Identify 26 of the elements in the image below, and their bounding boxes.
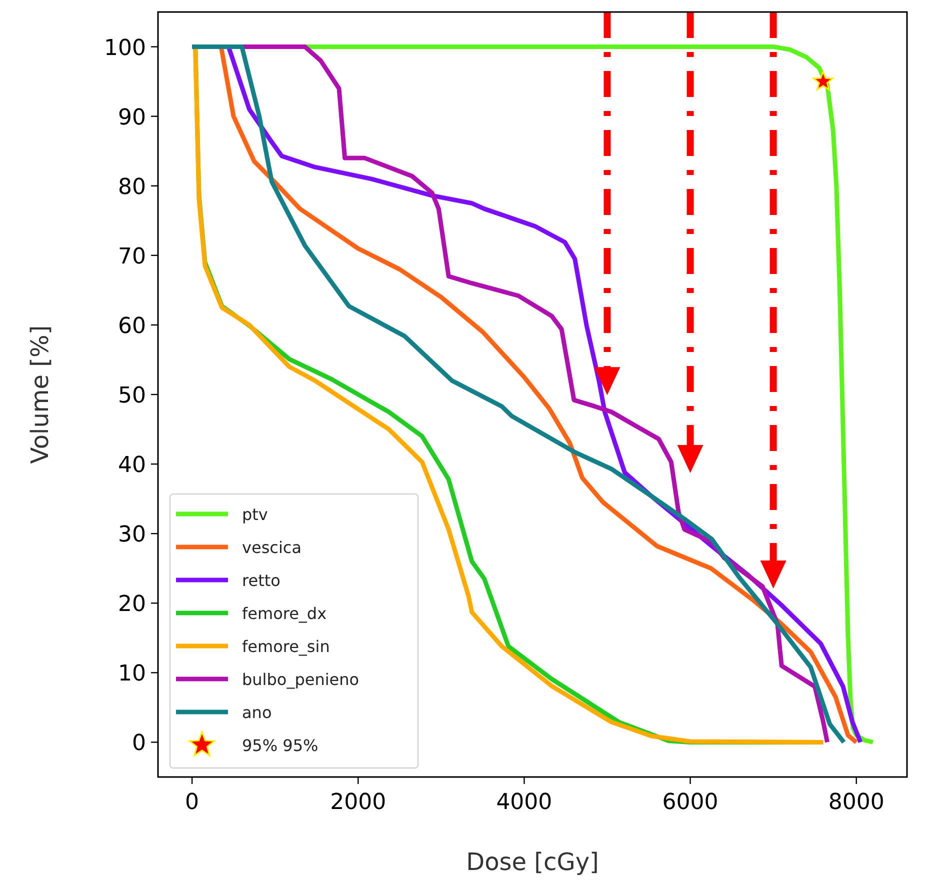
legend-label: ano: [242, 703, 272, 722]
y-tick-label: 80: [118, 174, 146, 200]
y-tick-label: 40: [118, 453, 146, 478]
y-axis-title: Volume [%]: [26, 325, 54, 464]
x-axis-title: Dose [cGy]: [466, 848, 599, 876]
y-tick-label: 60: [118, 314, 146, 339]
legend-label: vescica: [242, 538, 302, 557]
y-tick-label: 100: [104, 36, 146, 61]
legend-label: 95% 95%: [242, 736, 318, 755]
y-tick-label: 50: [118, 384, 146, 408]
x-tick-label: 4000: [496, 790, 552, 815]
legend-label: bulbo_penieno: [242, 670, 360, 689]
y-tick-label: 90: [118, 105, 146, 130]
legend-label: retto: [242, 571, 280, 590]
x-tick-label: 8000: [828, 790, 884, 815]
y-tick-label: 0: [132, 731, 146, 756]
x-tick-label: 0: [185, 790, 200, 815]
x-tick-label: 2000: [330, 790, 386, 815]
y-tick-label: 70: [118, 244, 146, 270]
legend-label: femore_dx: [242, 604, 327, 623]
legend-label: femore_sin: [242, 637, 330, 656]
y-tick-label: 10: [118, 662, 146, 687]
y-tick-label: 30: [118, 522, 146, 548]
x-tick-label: 6000: [662, 790, 718, 815]
legend-label: ptv: [242, 505, 268, 524]
y-tick-label: 20: [118, 592, 146, 618]
